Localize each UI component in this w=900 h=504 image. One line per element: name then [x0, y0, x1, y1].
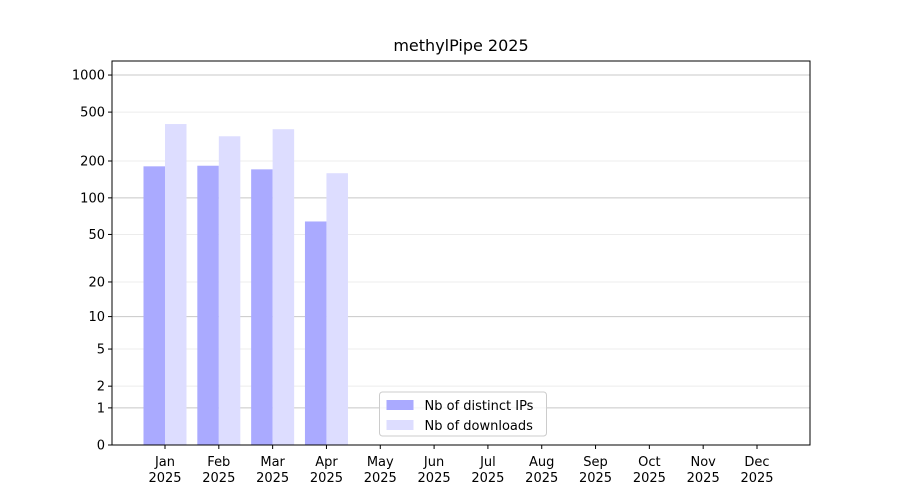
bar	[197, 165, 219, 445]
y-tick-label: 2	[97, 380, 105, 395]
y-tick-label: 500	[80, 106, 105, 121]
y-tick-label: 1000	[72, 69, 105, 84]
y-tick-label: 1	[97, 401, 105, 416]
legend-label: Nb of downloads	[425, 419, 534, 434]
chart-title: methylPipe 2025	[393, 36, 528, 55]
bar	[304, 221, 327, 445]
x-tick-label: Jul 2025	[471, 455, 504, 486]
y-tick-label: 20	[88, 275, 105, 290]
x-tick-label: Apr 2025	[310, 455, 343, 486]
bar	[218, 136, 241, 445]
x-tick-label: Dec 2025	[740, 455, 773, 486]
x-tick-label: Aug 2025	[525, 455, 558, 486]
x-tick-label: Mar 2025	[256, 455, 289, 486]
legend-swatch	[386, 400, 414, 410]
bar	[272, 129, 295, 445]
legend-label: Nb of distinct IPs	[425, 399, 534, 414]
y-tick-label: 200	[80, 155, 105, 170]
y-tick-label: 5	[97, 343, 105, 358]
x-tick-label: May 2025	[364, 455, 397, 486]
x-tick-label: Jan 2025	[148, 455, 181, 486]
x-tick-label: Oct 2025	[633, 455, 666, 486]
bar	[165, 124, 187, 446]
y-tick-label: 50	[88, 228, 105, 243]
bar	[326, 173, 348, 445]
y-tick-label: 0	[97, 439, 105, 454]
bar	[251, 169, 273, 445]
y-tick-label: 10	[88, 310, 105, 325]
bar	[143, 166, 165, 445]
y-tick-label: 100	[80, 191, 105, 206]
legend-box	[379, 391, 547, 437]
x-tick-label: Nov 2025	[687, 455, 720, 486]
x-tick-label: Feb 2025	[202, 455, 235, 486]
plot-frame	[111, 60, 811, 446]
x-tick-label: Jun 2025	[418, 455, 451, 486]
x-tick-label: Sep 2025	[579, 455, 612, 486]
legend-swatch	[386, 420, 414, 430]
